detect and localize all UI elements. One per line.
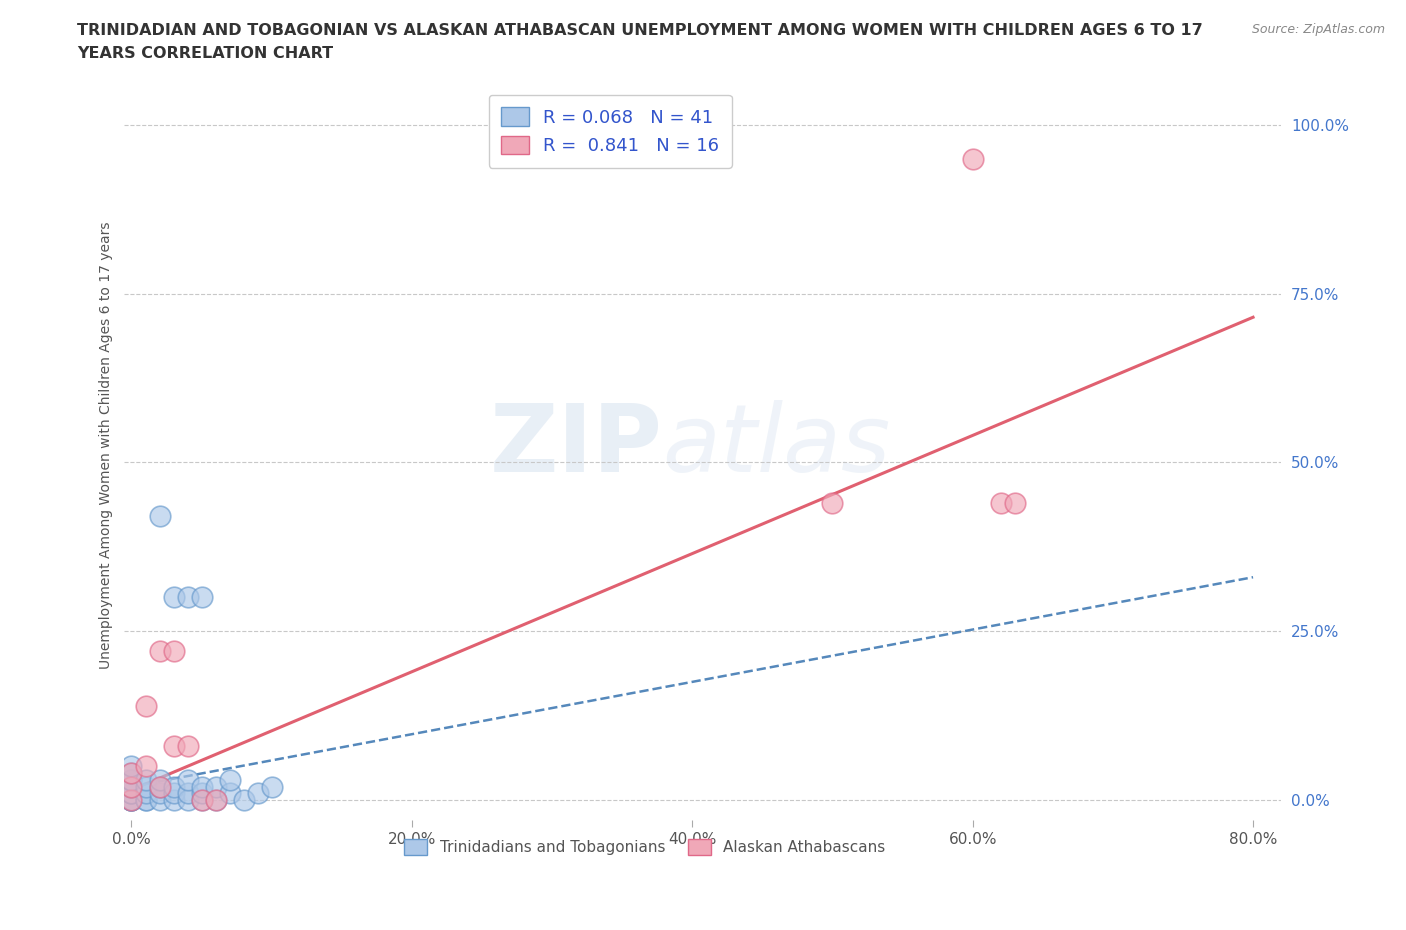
Point [121,779,143,794]
Point [148,509,170,524]
Point [134,772,156,787]
Point [176,786,198,801]
Point [232,792,254,807]
Point [821,496,844,511]
Point [176,738,198,753]
Point [162,792,184,807]
Point [162,590,184,604]
Point [246,786,269,801]
Point [1004,496,1026,511]
Point [134,698,156,713]
Text: ZIP: ZIP [489,400,662,492]
Point [121,765,143,780]
Point [121,765,143,780]
Point [121,786,143,801]
Point [962,152,984,166]
Point [218,772,240,787]
Text: YEARS CORRELATION CHART: YEARS CORRELATION CHART [77,46,333,61]
Point [162,738,184,753]
Point [162,786,184,801]
Point [148,792,170,807]
Point [148,786,170,801]
Point [176,590,198,604]
Point [134,792,156,807]
Point [134,759,156,774]
Point [121,792,143,807]
Y-axis label: Unemployment Among Women with Children Ages 6 to 17 years: Unemployment Among Women with Children A… [100,221,114,670]
Point [121,759,143,774]
Point [148,644,170,659]
Point [190,792,212,807]
Point [121,792,143,807]
Point [134,792,156,807]
Point [204,792,226,807]
Text: Source: ZipAtlas.com: Source: ZipAtlas.com [1251,23,1385,36]
Point [176,792,198,807]
Point [121,779,143,794]
Point [148,772,170,787]
Point [121,792,143,807]
Point [148,779,170,794]
Point [121,772,143,787]
Legend: Trinidadians and Tobagonians, Alaskan Athabascans: Trinidadians and Tobagonians, Alaskan At… [398,833,891,861]
Point [218,786,240,801]
Point [121,779,143,794]
Point [121,786,143,801]
Point [990,496,1012,511]
Point [190,792,212,807]
Point [121,772,143,787]
Text: TRINIDADIAN AND TOBAGONIAN VS ALASKAN ATHABASCAN UNEMPLOYMENT AMONG WOMEN WITH C: TRINIDADIAN AND TOBAGONIAN VS ALASKAN AT… [77,23,1204,38]
Point [190,590,212,604]
Point [260,779,283,794]
Point [162,644,184,659]
Point [190,786,212,801]
Point [121,792,143,807]
Point [204,792,226,807]
Point [162,779,184,794]
Point [134,779,156,794]
Point [134,786,156,801]
Point [121,792,143,807]
Point [204,779,226,794]
Point [148,779,170,794]
Text: atlas: atlas [662,400,890,491]
Point [176,772,198,787]
Point [190,779,212,794]
